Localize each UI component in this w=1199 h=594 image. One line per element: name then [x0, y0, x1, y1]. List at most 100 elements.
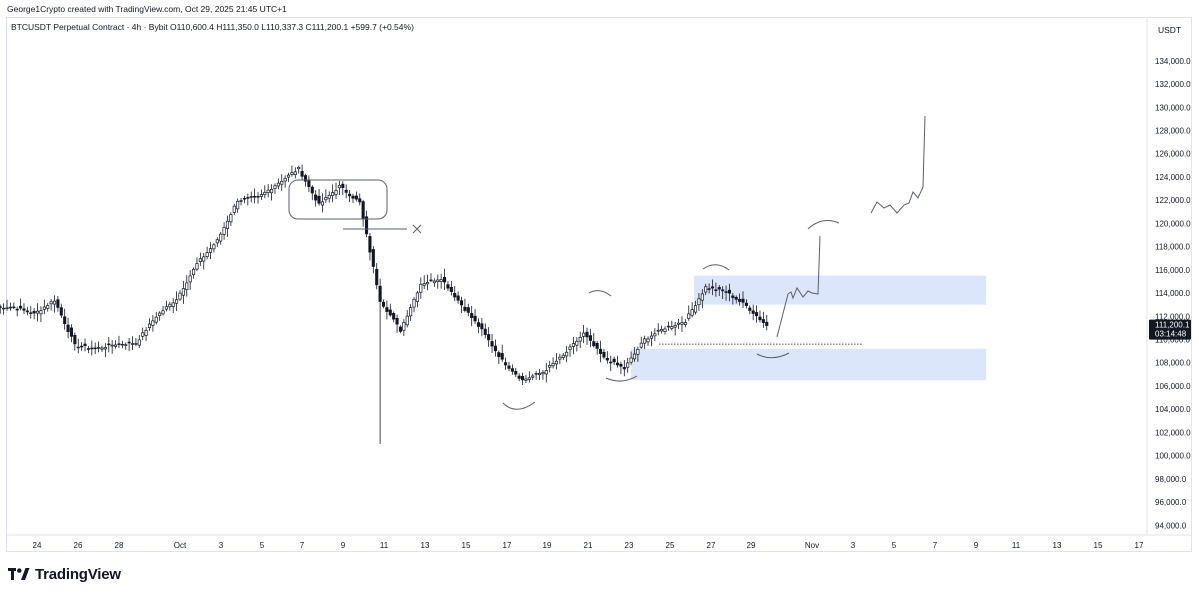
- candle-body: [300, 171, 304, 177]
- candle-body: [602, 351, 606, 358]
- candle-body: [120, 343, 124, 346]
- candle-body: [273, 185, 277, 190]
- candle-body: [229, 214, 233, 223]
- candle-body: [134, 343, 138, 345]
- candle-body: [266, 189, 270, 193]
- candle-body: [147, 323, 152, 328]
- candle-body: [63, 316, 67, 325]
- time-tick-label: 17: [1135, 541, 1144, 550]
- price-axis: 134,000.0 132,000.0 130,000.0 128,000.0 126,…: [1146, 18, 1191, 535]
- price-tick-label: 100,000.0: [1155, 452, 1191, 461]
- price-tick-label: 108,000.0: [1155, 359, 1191, 368]
- candle-body: [405, 315, 409, 326]
- candle-body: [419, 283, 423, 293]
- candle-body: [693, 305, 698, 313]
- candle-body: [748, 307, 752, 311]
- candle-body: [646, 338, 650, 343]
- candle-body: [327, 194, 331, 199]
- candle-body: [724, 291, 728, 293]
- candle-body: [320, 201, 325, 206]
- candle-body: [605, 358, 609, 361]
- candle-body: [219, 233, 223, 242]
- candle-body: [303, 175, 308, 182]
- candle-body: [551, 363, 555, 367]
- candle-body: [137, 339, 141, 346]
- price-axis-unit: USDT: [1158, 25, 1182, 35]
- candle-body: [571, 343, 575, 347]
- candle-body: [76, 346, 80, 349]
- candle-body: [476, 322, 481, 327]
- candle-body: [473, 315, 477, 322]
- candle-body: [205, 252, 209, 257]
- candle-body: [443, 276, 447, 283]
- candle-body: [297, 167, 301, 170]
- candle-body: [704, 286, 708, 293]
- candle-body: [643, 338, 647, 344]
- candle-body: [395, 318, 399, 325]
- price-tick-label: 112,000.0: [1155, 312, 1191, 321]
- candle-body: [46, 305, 50, 309]
- time-tick-label: 5: [260, 541, 265, 550]
- candle-body: [354, 195, 358, 200]
- candle-body: [232, 205, 236, 213]
- candle-body: [185, 282, 189, 290]
- candle-body: [80, 345, 84, 348]
- candle-body: [575, 340, 579, 346]
- candle-body: [653, 333, 657, 337]
- candle-body: [507, 365, 511, 369]
- candle-body: [415, 292, 419, 302]
- candle-body: [483, 328, 487, 335]
- candle-body: [154, 316, 158, 323]
- candle-body: [666, 325, 670, 328]
- cross-mark: [412, 224, 422, 234]
- candle-body: [497, 352, 501, 358]
- candle-body: [358, 198, 362, 203]
- tradingview-logo-icon: [8, 568, 30, 580]
- candle-body: [158, 312, 162, 317]
- candle-body: [619, 363, 623, 367]
- candle-body: [164, 306, 168, 310]
- candle-body: [493, 345, 497, 352]
- countdown-label: 03:14:48: [1155, 330, 1187, 339]
- candle-body: [514, 370, 518, 375]
- candle-body: [632, 353, 637, 360]
- candle-body: [42, 306, 46, 310]
- candle-body: [86, 348, 90, 350]
- candle-body: [249, 196, 253, 198]
- candle-body: [527, 377, 531, 380]
- candle-body: [592, 341, 596, 347]
- candle-body: [412, 298, 416, 308]
- candle-body: [683, 322, 687, 325]
- candle-body: [90, 347, 94, 350]
- price-tick-label: 134,000.0: [1155, 57, 1191, 66]
- candle-body: [375, 268, 379, 286]
- candle-body: [178, 292, 182, 300]
- candle-body: [490, 341, 494, 347]
- demand-zone: [631, 348, 986, 381]
- candle-body: [409, 307, 413, 317]
- candle-body: [466, 307, 470, 313]
- candle-body: [151, 320, 155, 326]
- candle-body: [402, 322, 406, 331]
- candle-body: [175, 299, 179, 304]
- candle-body: [117, 343, 121, 345]
- candle-body: [765, 321, 769, 326]
- candle-body: [500, 353, 504, 360]
- swing-high-arc: [588, 290, 612, 297]
- candle-body: [110, 344, 114, 347]
- candle-body: [595, 342, 599, 349]
- candle-body: [541, 371, 545, 375]
- candle-body: [222, 227, 226, 235]
- candle-body: [351, 195, 355, 199]
- candle-body: [554, 360, 559, 365]
- candle-body: [449, 287, 453, 292]
- time-tick-label: Nov: [805, 541, 819, 550]
- candle-body: [270, 188, 274, 194]
- candle-body: [314, 194, 318, 201]
- candle-body: [697, 298, 701, 306]
- candle-body: [561, 354, 565, 358]
- candle-body: [215, 239, 219, 244]
- candle-body: [130, 343, 135, 345]
- time-tick-label: 23: [625, 541, 634, 550]
